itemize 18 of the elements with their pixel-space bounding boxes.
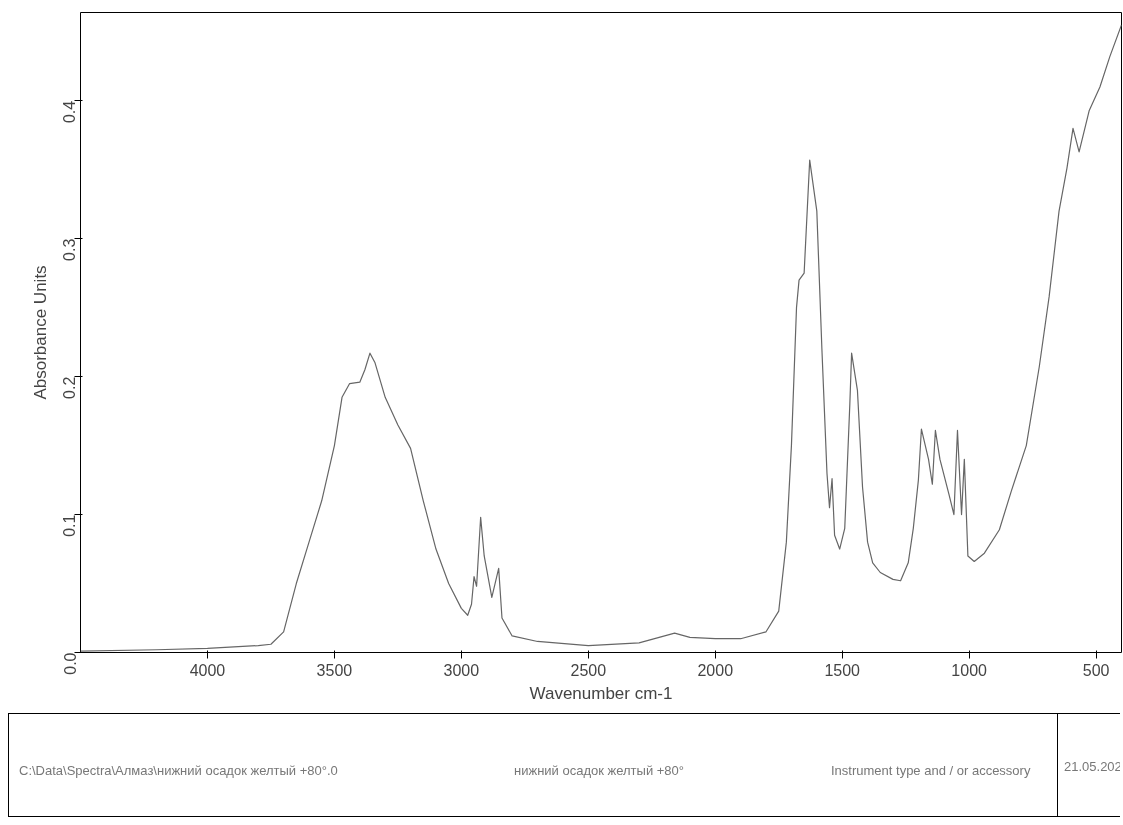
x-tick-label: 2500 <box>570 661 607 679</box>
x-tick-label: 3500 <box>316 661 353 679</box>
y-tick-label: 0.3 <box>61 238 79 261</box>
x-tick-label: 1000 <box>951 661 988 679</box>
x-tick-label: 2000 <box>697 661 734 679</box>
y-tick-label: 0.4 <box>61 100 79 124</box>
y-tick-label: 0.2 <box>61 376 79 399</box>
text: C:\Data\Spectra\Алмаз\нижний осадок желтый +80°.0 <box>19 762 338 780</box>
x-tick-label: 4000 <box>189 661 226 679</box>
text: нижний осадок желтый +80° <box>514 762 685 780</box>
x-tick-label: 1500 <box>824 661 861 679</box>
y-axis-title: Absorbance Units <box>30 265 50 400</box>
x-tick-label: 500 <box>1082 661 1110 679</box>
y-tick-label: 0.0 <box>61 652 79 675</box>
x-tick-label: 3000 <box>443 661 480 679</box>
text: Instrument type and / or accessory <box>831 762 1032 780</box>
y-tick-label: 0.1 <box>61 514 79 537</box>
x-axis-title: Wavenumber cm-1 <box>529 683 673 703</box>
